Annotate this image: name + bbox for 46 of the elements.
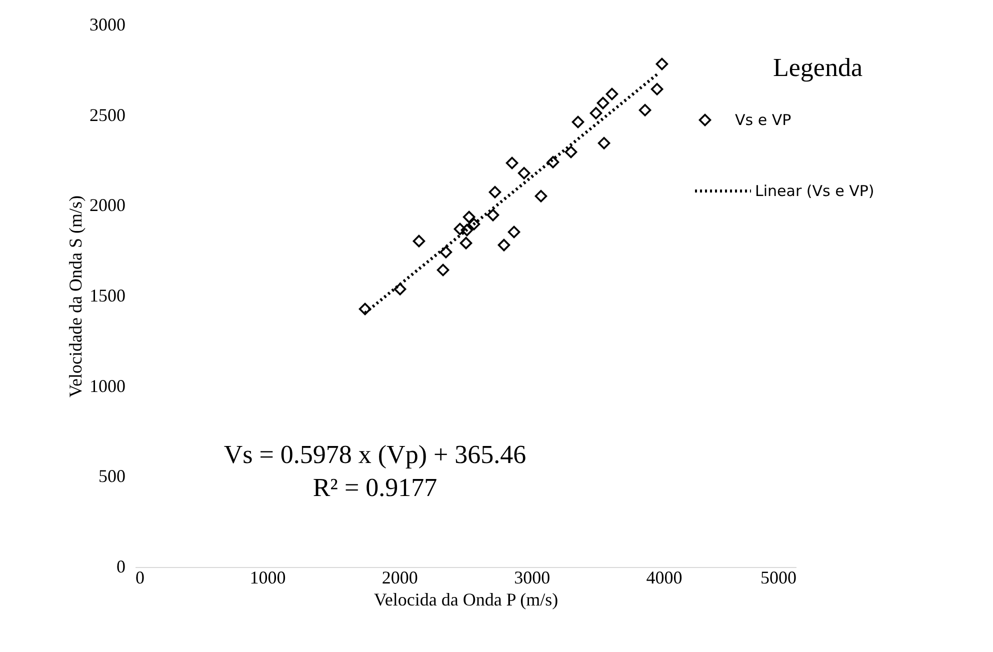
- legend-title: Legenda: [773, 53, 863, 82]
- point: [546, 156, 560, 168]
- point: [486, 208, 500, 222]
- annotation: R² = 0.9177: [312, 473, 438, 502]
- point: [440, 246, 452, 258]
- y-tick-label: 1000: [90, 376, 126, 396]
- x-tick-label: 5000: [760, 568, 796, 588]
- point: [590, 107, 602, 120]
- y-tick-label: 3000: [90, 14, 126, 34]
- y-tick-label: 500: [98, 466, 126, 486]
- point: [394, 282, 406, 296]
- point: [638, 104, 652, 116]
- y-tick-label: 2500: [90, 104, 126, 125]
- point: [606, 88, 618, 100]
- y-axis-title: Velocidade da Onda S (m/s): [66, 196, 86, 398]
- point: [462, 210, 476, 224]
- point: [534, 190, 548, 202]
- point: [460, 224, 474, 236]
- point: [468, 218, 480, 230]
- point: [498, 238, 510, 252]
- point: [572, 116, 584, 128]
- point: [454, 222, 466, 236]
- point: [488, 186, 502, 198]
- point: [596, 96, 610, 110]
- x-tick-label: 0: [136, 568, 144, 588]
- point: [436, 264, 450, 276]
- point: [460, 236, 472, 250]
- point: [506, 156, 518, 170]
- point: [564, 146, 578, 158]
- point: [650, 82, 664, 96]
- annotation: Vs = 0.5978 x (Vp) + 365.46: [224, 440, 526, 469]
- x-axis-title: Velocida da Onda P (m/s): [374, 590, 558, 610]
- y-tick-label: 1500: [90, 286, 126, 306]
- y-tick-label: 2000: [90, 195, 126, 216]
- x-tick-label: 4000: [646, 568, 682, 588]
- x-tick-label: 3000: [514, 568, 550, 588]
- x-tick-label: 2000: [382, 568, 418, 588]
- point: [508, 226, 520, 238]
- legend-label: Vs e VP: [735, 111, 792, 129]
- x-tick-label: 1000: [250, 568, 286, 588]
- point: [598, 137, 610, 150]
- point: [656, 58, 668, 70]
- point: [412, 234, 426, 248]
- legend-label: Linear (Vs e VP): [755, 182, 874, 200]
- point: [358, 302, 372, 316]
- point: [518, 167, 530, 180]
